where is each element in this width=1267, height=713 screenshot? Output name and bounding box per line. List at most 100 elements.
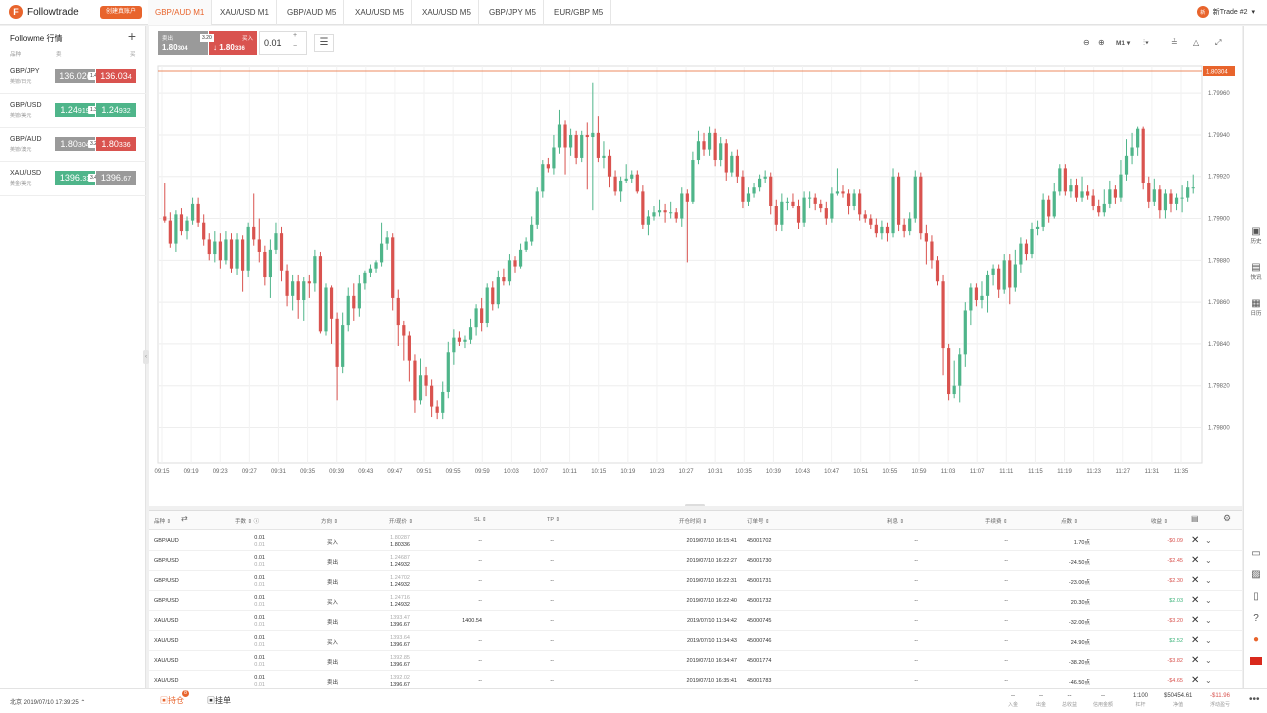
buy-quote[interactable]: 1.24932 <box>96 103 136 117</box>
cell-sl[interactable]: 1400.54 <box>462 618 482 624</box>
close-icon[interactable]: ✕ <box>1191 555 1200 566</box>
news-button[interactable]: ▤ 快讯 <box>1244 262 1267 281</box>
tab-gbpaud-m5[interactable]: GBP/AUD M5 <box>280 0 345 25</box>
tab-xauusd-m1[interactable]: XAU/USD M1 <box>213 0 277 25</box>
cell-tp[interactable]: -- <box>550 598 554 604</box>
tab-xauusd-m5-2[interactable]: XAU/USD M5 <box>415 0 479 25</box>
buy-quote[interactable]: 136.034 <box>96 69 136 83</box>
zoom-out-icon[interactable]: ⊖ <box>1083 38 1090 47</box>
cell-sl[interactable]: -- <box>478 578 482 584</box>
watchlist-row[interactable]: GBP/JPY 英镑/日元 136.020 1.40 136.034 <box>0 60 146 94</box>
chevron-down-icon[interactable]: ⌄ <box>1205 556 1212 565</box>
table-row[interactable]: XAU/USD 0.01 0.01 买入 1393.64 1396.67 -- … <box>149 631 1242 651</box>
collapse-handle[interactable]: ‹ <box>143 350 149 364</box>
col-lots[interactable]: 手数 ⇕ ⓘ <box>235 519 260 525</box>
cell-tp[interactable]: -- <box>550 558 554 564</box>
col-price[interactable]: 开/现价 ⇕ <box>389 519 414 525</box>
cell-sl[interactable]: -- <box>478 558 482 564</box>
chevron-down-icon[interactable]: ⌄ <box>1205 576 1212 585</box>
chevron-down-icon[interactable]: ⌄ <box>1205 676 1212 685</box>
zoom-in-icon[interactable]: ⊕ <box>1098 38 1105 47</box>
col-open-time[interactable]: 开仓时间 ⇕ <box>679 519 708 525</box>
cell-tp[interactable]: -- <box>550 658 554 664</box>
close-icon[interactable]: ✕ <box>1191 635 1200 646</box>
sell-button[interactable]: 卖出 1.80304 <box>158 31 208 55</box>
chat-icon[interactable]: ▭ <box>1251 548 1261 559</box>
table-row[interactable]: GBP/AUD 0.01 0.01 买入 1.80287 1.80336 -- … <box>149 531 1242 551</box>
cell-sl[interactable]: -- <box>478 598 482 604</box>
triangle-icon[interactable]: △ <box>1193 38 1200 47</box>
col-order-id[interactable]: 订单号 ⇕ <box>747 519 770 525</box>
tab-gbpjpy-m5[interactable]: GBP/JPY M5 <box>482 0 544 25</box>
buy-button[interactable]: 买入 ↓ 1.80336 <box>209 31 257 55</box>
image-icon[interactable]: ▨ <box>1251 569 1261 580</box>
close-icon[interactable]: ✕ <box>1191 615 1200 626</box>
help-icon[interactable]: ? <box>1253 613 1259 624</box>
cell-tp[interactable]: -- <box>550 678 554 684</box>
cell-sl[interactable]: -- <box>478 638 482 644</box>
cell-tp[interactable]: -- <box>550 578 554 584</box>
close-icon[interactable]: ✕ <box>1191 595 1200 606</box>
col-sl[interactable]: SL ⇕ <box>474 517 487 523</box>
swap-icon[interactable]: ⇄ <box>181 514 188 523</box>
order-list-icon[interactable]: ☰ <box>314 34 334 52</box>
watchlist-row[interactable]: XAU/USD 黄金/美元 1396.33 3.40 1396.67 <box>0 162 146 196</box>
chevron-down-icon[interactable]: ⌄ <box>1205 596 1212 605</box>
col-direction[interactable]: 方向 ⇕ <box>321 519 339 525</box>
message-icon[interactable]: ● <box>1252 634 1260 645</box>
cell-tp[interactable]: -- <box>550 618 554 624</box>
chevron-down-icon[interactable]: ⌄ <box>1205 636 1212 645</box>
buy-quote[interactable]: 1.80336 <box>96 137 136 151</box>
tab-xauusd-m5[interactable]: XAU/USD M5 <box>348 0 412 25</box>
settings-gear-icon[interactable]: ⚙ <box>1223 513 1232 523</box>
sell-quote[interactable]: 1.80304 <box>55 137 95 151</box>
export-icon[interactable]: ▤ <box>1191 514 1199 523</box>
lot-input[interactable]: 0.01 <box>259 31 307 55</box>
chevron-down-icon[interactable]: ⌄ <box>1205 536 1212 545</box>
more-icon[interactable]: ••• <box>1249 694 1260 705</box>
tab-pending-orders[interactable]: ▣挂单 <box>207 696 231 705</box>
table-row[interactable]: GBP/USD 0.01 0.01 卖出 1.24687 1.24932 -- … <box>149 551 1242 571</box>
table-row[interactable]: XAU/USD 0.01 0.01 卖出 1392.85 1396.67 -- … <box>149 651 1242 671</box>
candles-icon[interactable]: ⫶▾ <box>1143 38 1149 47</box>
tab-positions[interactable]: ▣持仓 <box>160 696 184 705</box>
sell-quote[interactable]: 1.24919 <box>55 103 95 117</box>
account-selector[interactable]: 新 新Trade #2 ▾ <box>1196 6 1255 18</box>
close-icon[interactable]: ✕ <box>1191 655 1200 666</box>
calendar-button[interactable]: ▦ 日历 <box>1244 298 1267 317</box>
cell-sl[interactable]: -- <box>478 678 482 684</box>
tab-eurgbp-m5[interactable]: EUR/GBP M5 <box>547 0 612 25</box>
fullscreen-icon[interactable]: ⤢ <box>1215 38 1222 47</box>
table-row[interactable]: GBP/USD 0.01 0.01 卖出 1.24702 1.24932 -- … <box>149 571 1242 591</box>
watchlist-row[interactable]: GBP/AUD 英镑/澳元 1.80304 3.20 1.80336 <box>0 128 146 162</box>
lot-increase-button[interactable]: + <box>293 32 298 39</box>
cell-sl[interactable]: -- <box>478 658 482 664</box>
indicators-icon[interactable]: ≟ <box>1171 38 1178 47</box>
col-symbol[interactable]: 品种 ⇕ <box>154 519 172 525</box>
table-row[interactable]: XAU/USD 0.01 0.01 卖出 1393.47 1396.67 140… <box>149 611 1242 631</box>
col-fee[interactable]: 手续费 ⇕ <box>985 519 1008 525</box>
lot-decrease-button[interactable]: − <box>293 43 298 50</box>
timeframe-select[interactable]: M1 ▾ <box>1116 40 1131 47</box>
close-icon[interactable]: ✕ <box>1191 535 1200 546</box>
buy-quote[interactable]: 1396.67 <box>96 171 136 185</box>
watchlist-row[interactable]: GBP/USD 英镑/美元 1.24919 1.30 1.24932 <box>0 94 146 128</box>
col-interest[interactable]: 利息 ⇕ <box>887 519 905 525</box>
plus-icon[interactable]: + <box>127 28 136 44</box>
flag-icon[interactable] <box>1244 657 1267 667</box>
tab-gbpaud-m1[interactable]: GBP/AUD M1 <box>148 0 213 25</box>
chevron-down-icon[interactable]: ⌄ <box>1205 616 1212 625</box>
cell-tp[interactable]: -- <box>550 538 554 544</box>
mobile-icon[interactable]: ▯ <box>1253 591 1259 602</box>
table-row[interactable]: GBP/USD 0.01 0.01 买入 1.24716 1.24932 -- … <box>149 591 1242 611</box>
cell-sl[interactable]: -- <box>478 538 482 544</box>
close-icon[interactable]: ✕ <box>1191 575 1200 586</box>
col-tp[interactable]: TP ⇕ <box>547 517 561 523</box>
close-icon[interactable]: ✕ <box>1191 675 1200 686</box>
chevron-down-icon[interactable]: ⌄ <box>1205 656 1212 665</box>
price-chart[interactable]: 1.79960 1.79940 1.79920 1.79900 1.79880 1.798… <box>149 26 1242 506</box>
col-profit[interactable]: 收益 ⇕ <box>1151 519 1169 525</box>
col-points[interactable]: 点数 ⇕ <box>1061 519 1079 525</box>
sell-quote[interactable]: 1396.33 <box>55 171 95 185</box>
clock[interactable]: 北京 2019/07/10 17:39:25 ⌃ <box>10 700 86 706</box>
